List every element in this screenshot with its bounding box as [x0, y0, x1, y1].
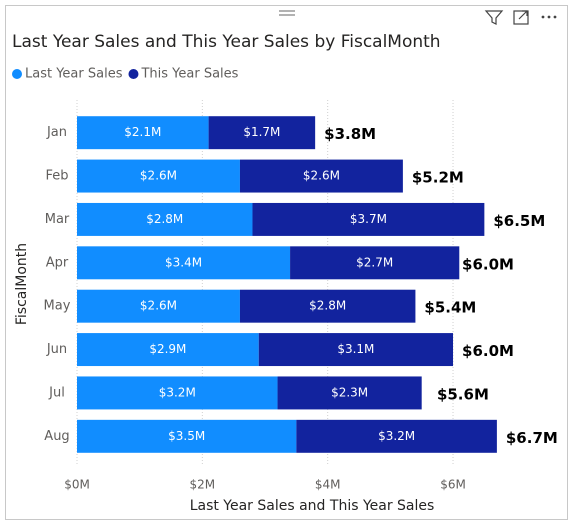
bar-segment [277, 376, 422, 410]
bar-segment [258, 333, 454, 367]
bar-segment [239, 159, 403, 193]
bar-segment [77, 376, 278, 410]
data-label: $2.6M [140, 169, 177, 183]
focus-mode-icon[interactable] [513, 10, 529, 25]
data-label: $3.5M [168, 429, 205, 443]
x-tick-label: $0M [64, 478, 90, 492]
y-tick-label: Apr [46, 255, 69, 270]
total-label: $5.4M [424, 299, 476, 317]
filter-icon[interactable] [484, 10, 504, 25]
total-label: $6.0M [462, 255, 514, 273]
legend-marker [128, 69, 139, 79]
data-label: $2.9M [149, 342, 186, 356]
drag-handle[interactable] [279, 10, 295, 16]
total-label: $5.6M [437, 385, 489, 403]
data-label: $2.7M [356, 255, 393, 269]
bar-segment [77, 202, 253, 236]
bar-segment [290, 246, 460, 280]
y-tick-label: Feb [45, 169, 68, 184]
legend-label: This Year Sales [140, 67, 238, 82]
bar-segment [77, 116, 209, 150]
data-label: $2.8M [146, 212, 183, 226]
data-label: $2.3M [331, 385, 368, 399]
legend-marker [12, 69, 22, 79]
bar-segment [208, 116, 316, 150]
data-label: $3.1M [337, 342, 374, 356]
y-tick-label: Aug [44, 429, 69, 444]
data-label: $2.8M [309, 299, 346, 313]
y-tick-label: Jun [46, 342, 67, 357]
y-tick-label: May [44, 299, 71, 314]
total-label: $3.8M [324, 125, 376, 143]
data-label: $3.2M [378, 429, 415, 443]
bar-segment [252, 202, 485, 236]
more-options-icon[interactable] [541, 15, 557, 19]
data-label: $3.2M [159, 385, 196, 399]
total-label: $6.5M [493, 212, 545, 230]
bar-segment [77, 289, 240, 323]
y-tick-label: Jul [48, 385, 65, 400]
y-tick-label: Jan [46, 125, 67, 140]
data-label: $3.4M [165, 255, 202, 269]
bar-segment [77, 333, 259, 367]
bar-segment [77, 246, 291, 280]
chart-title: Last Year Sales and This Year Sales by F… [12, 32, 441, 52]
total-label: $6.0M [462, 342, 514, 360]
y-axis-title: FiscalMonth [14, 243, 30, 325]
y-tick-label: Mar [45, 212, 70, 227]
legend-label: Last Year Sales [25, 67, 123, 82]
data-label: $2.6M [140, 299, 177, 313]
data-label: $2.6M [303, 169, 340, 183]
x-tick-label: $6M [440, 478, 466, 492]
data-label: $1.7M [243, 125, 280, 139]
bar-segment [239, 289, 416, 323]
data-label: $2.1M [124, 125, 161, 139]
bar-segment [296, 419, 497, 453]
x-axis-title: Last Year Sales and This Year Sales [190, 498, 435, 514]
x-tick-label: $2M [190, 478, 216, 492]
bar-segment [77, 419, 297, 453]
data-label: $3.7M [350, 212, 387, 226]
x-tick-label: $4M [315, 478, 341, 492]
bar-segment [77, 159, 240, 193]
total-label: $6.7M [506, 429, 558, 447]
total-label: $5.2M [412, 169, 464, 187]
